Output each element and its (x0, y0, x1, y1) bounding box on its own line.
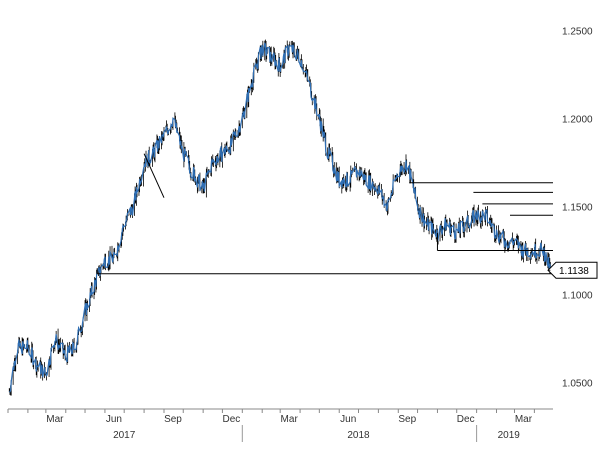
x-month-label: Jun (340, 414, 356, 425)
price-line (9, 42, 552, 393)
x-month-label: Sep (398, 414, 416, 425)
x-year-label: 2017 (113, 430, 136, 441)
x-year-label: 2018 (347, 430, 370, 441)
x-axis: Mar Jun Sep Dec Mar Jun Sep Dec Mar 2017 2018 2019 (7, 408, 553, 442)
x-month-label: Mar (515, 414, 533, 425)
resistance-levels (96, 153, 553, 275)
y-tick-label: 1.2500 (562, 26, 593, 37)
price-bars (8, 39, 551, 396)
y-axis: 1.2500 1.2000 1.1500 1.1000 1.0500 (562, 26, 593, 389)
plot-area (8, 39, 552, 396)
last-value-label: 1.1138 (559, 266, 589, 277)
x-month-label: Mar (46, 414, 64, 425)
last-value-marker: 1.1138 (547, 261, 598, 279)
y-tick-label: 1.1500 (562, 203, 593, 214)
x-month-label: Jun (106, 414, 122, 425)
last-value-tag (547, 261, 598, 279)
y-tick-label: 1.2000 (562, 114, 593, 125)
y-tick-label: 1.0500 (562, 379, 593, 390)
x-month-label: Dec (457, 414, 475, 425)
x-month-label: Mar (281, 414, 299, 425)
trendline (143, 153, 165, 198)
x-month-label: Dec (222, 414, 240, 425)
x-year-label: 2019 (498, 430, 521, 441)
x-month-label: Sep (164, 414, 182, 425)
y-tick-label: 1.1000 (562, 291, 593, 302)
